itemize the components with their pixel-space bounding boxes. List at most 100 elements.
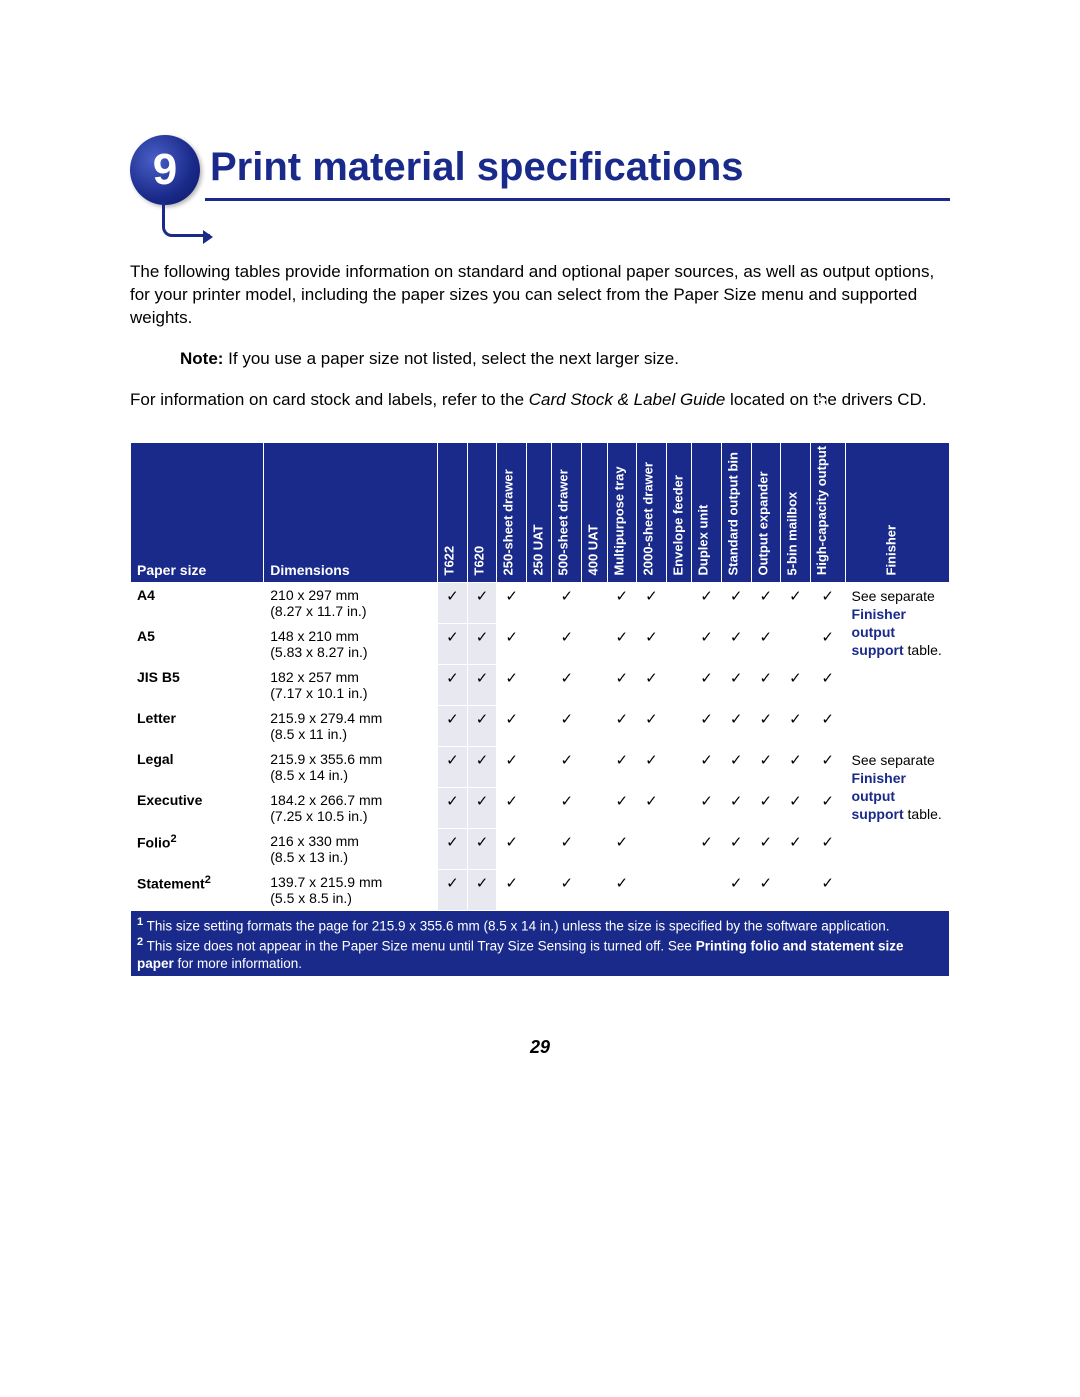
check-cell: ✓ — [497, 664, 527, 705]
col-paper-size: Paper size — [131, 442, 264, 582]
check-cell: ✓ — [781, 664, 811, 705]
col-400-uat: 400 UAT — [582, 442, 607, 582]
check-cell: ✓ — [467, 787, 497, 828]
col-2000-drawer: 2000-sheet drawer — [637, 442, 667, 582]
check-cell — [526, 664, 551, 705]
paper-size-cell: JIS B5 — [131, 664, 264, 705]
chapter-header: 9 Print material specifications — [130, 140, 950, 201]
check-cell: ✓ — [692, 623, 722, 664]
col-envelope: Envelope feeder — [666, 442, 691, 582]
check-cell: ✓ — [692, 746, 722, 787]
check-cell: ✓ — [781, 746, 811, 787]
col-multipurpose: Multipurpose tray — [607, 442, 637, 582]
paper-size-cell: Executive — [131, 787, 264, 828]
check-cell: ✓ — [810, 623, 845, 664]
footnotes: 1 This size setting formats the page for… — [131, 910, 950, 977]
check-cell: ✓ — [721, 582, 751, 623]
check-cell — [582, 746, 607, 787]
check-cell: ✓ — [721, 664, 751, 705]
table-row: A4210 x 297 mm(8.27 x 11.7 in.)✓✓✓✓✓✓✓✓✓… — [131, 582, 950, 623]
check-cell: ✓ — [721, 787, 751, 828]
page-title: Print material specifications — [210, 140, 950, 190]
check-cell: ✓ — [552, 746, 582, 787]
check-cell: ✓ — [497, 705, 527, 746]
check-cell — [666, 746, 691, 787]
check-cell: ✓ — [692, 705, 722, 746]
check-cell: ✓ — [607, 705, 637, 746]
check-cell — [637, 869, 667, 910]
dimensions-cell: 215.9 x 279.4 mm(8.5 x 11 in.) — [264, 705, 438, 746]
dimensions-cell: 184.2 x 266.7 mm(7.25 x 10.5 in.) — [264, 787, 438, 828]
check-cell: ✓ — [467, 664, 497, 705]
check-cell — [526, 869, 551, 910]
check-cell: ✓ — [721, 746, 751, 787]
check-cell: ✓ — [438, 828, 468, 869]
check-cell: ✓ — [497, 828, 527, 869]
intro-paragraph: The following tables provide information… — [130, 261, 950, 330]
check-cell — [582, 869, 607, 910]
check-cell: ✓ — [467, 869, 497, 910]
dimensions-cell: 215.9 x 355.6 mm(8.5 x 14 in.) — [264, 746, 438, 787]
check-cell — [526, 787, 551, 828]
paper-size-cell: A4 — [131, 582, 264, 623]
check-cell: ✓ — [751, 828, 781, 869]
check-cell: ✓ — [721, 705, 751, 746]
check-cell: ✓ — [552, 705, 582, 746]
dimensions-cell: 182 x 257 mm(7.17 x 10.1 in.) — [264, 664, 438, 705]
check-cell — [582, 664, 607, 705]
check-cell: ✓ — [438, 746, 468, 787]
check-cell: ✓ — [810, 828, 845, 869]
title-rule — [205, 198, 950, 201]
col-std-output: Standard output bin — [721, 442, 751, 582]
check-cell: ✓ — [438, 869, 468, 910]
page-number: 29 — [130, 1037, 950, 1058]
table-row: A5148 x 210 mm(5.83 x 8.27 in.)✓✓✓✓✓✓✓✓✓… — [131, 623, 950, 664]
check-cell — [666, 705, 691, 746]
spec-table: Paper size Dimensions T622 T620 250-shee… — [130, 442, 950, 978]
check-cell: ✓ — [637, 746, 667, 787]
check-cell: ✓ — [497, 746, 527, 787]
check-cell: ✓ — [721, 869, 751, 910]
check-cell: ✓ — [552, 664, 582, 705]
check-cell: ✓ — [751, 705, 781, 746]
check-cell: ✓ — [810, 664, 845, 705]
check-cell: ✓ — [781, 787, 811, 828]
check-cell: ✓ — [467, 705, 497, 746]
check-cell: ✓ — [810, 787, 845, 828]
col-finisher: Finisher — [845, 442, 949, 582]
table-row: Letter215.9 x 279.4 mm(8.5 x 11 in.)✓✓✓✓… — [131, 705, 950, 746]
check-cell — [666, 664, 691, 705]
finisher-link[interactable]: Finisher output support — [852, 606, 906, 658]
note-label: Note: — [180, 349, 223, 368]
check-cell: ✓ — [607, 787, 637, 828]
check-cell: ✓ — [637, 623, 667, 664]
check-cell: ✓ — [810, 869, 845, 910]
check-cell: ✓ — [810, 746, 845, 787]
chapter-badge: 9 — [130, 135, 200, 205]
check-cell — [526, 705, 551, 746]
check-cell: ✓ — [637, 705, 667, 746]
check-cell: ✓ — [607, 664, 637, 705]
check-cell — [666, 828, 691, 869]
check-cell — [526, 746, 551, 787]
check-cell: ✓ — [438, 582, 468, 623]
check-cell: ✓ — [781, 828, 811, 869]
check-cell: ✓ — [467, 623, 497, 664]
finisher-link[interactable]: Finisher output support — [852, 770, 906, 822]
dimensions-cell: 216 x 330 mm(8.5 x 13 in.) — [264, 828, 438, 869]
ref-guide-title: Card Stock & Label Guide — [529, 390, 726, 409]
check-cell: ✓ — [552, 787, 582, 828]
check-cell — [781, 869, 811, 910]
ref-t1: For information on card stock and labels… — [130, 390, 529, 409]
check-cell: ✓ — [552, 869, 582, 910]
check-cell: ✓ — [810, 705, 845, 746]
check-cell: ✓ — [721, 623, 751, 664]
check-cell — [637, 828, 667, 869]
check-cell: ✓ — [552, 623, 582, 664]
check-cell: ✓ — [637, 582, 667, 623]
note-body: If you use a paper size not listed, sele… — [223, 349, 678, 368]
table-row: Legal215.9 x 355.6 mm(8.5 x 14 in.)✓✓✓✓✓… — [131, 746, 950, 787]
check-cell: ✓ — [552, 828, 582, 869]
check-cell: ✓ — [467, 746, 497, 787]
table-row: Folio2216 x 330 mm(8.5 x 13 in.)✓✓✓✓✓✓✓✓… — [131, 828, 950, 869]
